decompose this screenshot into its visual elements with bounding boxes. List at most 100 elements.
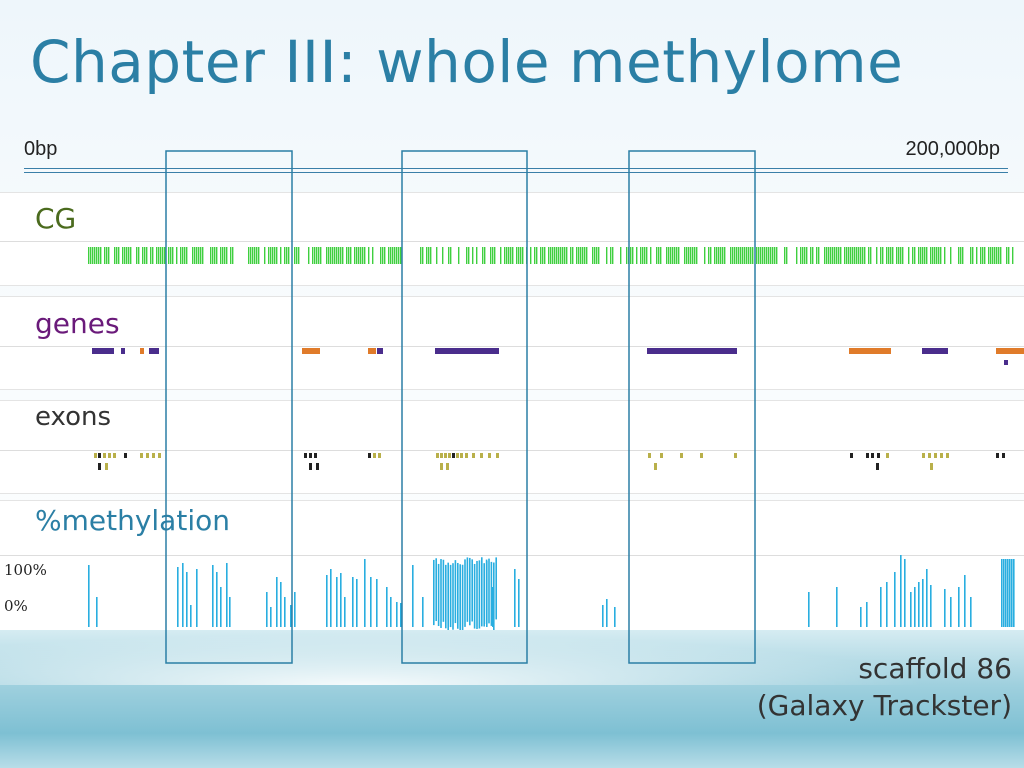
methylation-bar	[330, 569, 332, 627]
cg-mark	[106, 247, 108, 264]
cg-mark	[518, 247, 520, 264]
cg-mark	[582, 247, 584, 264]
cg-mark	[868, 247, 870, 264]
gene-block	[377, 348, 383, 354]
cg-mark	[504, 247, 506, 264]
cg-mark	[620, 247, 622, 264]
cg-mark	[636, 247, 638, 264]
cg-mark	[980, 247, 982, 264]
methylation-bar	[290, 605, 292, 627]
cg-mark	[838, 247, 840, 264]
methylation-bar	[457, 562, 459, 629]
exon-mark	[871, 453, 874, 458]
methylation-bar	[1011, 559, 1013, 627]
cg-mark	[88, 247, 90, 264]
exon-mark	[940, 453, 943, 458]
cg-mark	[556, 247, 558, 264]
cg-mark	[394, 247, 396, 264]
exon-mark	[94, 453, 97, 458]
cg-mark	[296, 247, 298, 264]
methylation-bar	[435, 558, 437, 622]
methylation-bar	[266, 592, 268, 627]
cg-mark	[164, 247, 166, 264]
cg-mark	[960, 247, 962, 264]
cg-mark	[288, 247, 290, 264]
cg-mark	[646, 247, 648, 264]
cg-mark	[564, 247, 566, 264]
cg-mark	[714, 247, 716, 264]
cg-mark	[722, 247, 724, 264]
cg-mark	[734, 247, 736, 264]
methylation-bar	[422, 597, 424, 627]
cg-mark	[356, 247, 358, 264]
cg-mark	[696, 247, 698, 264]
exon-mark	[886, 453, 889, 458]
cg-mark	[390, 247, 392, 264]
cg-mark	[176, 247, 178, 264]
cg-mark	[812, 247, 814, 264]
cg-mark	[212, 247, 214, 264]
methylation-bar	[440, 559, 442, 628]
cg-mark	[508, 247, 510, 264]
methylation-axis-bottom: 0%	[4, 597, 28, 615]
methylation-bar	[481, 557, 483, 627]
cg-mark	[150, 247, 152, 264]
methylation-bar	[442, 559, 445, 622]
cg-mark	[248, 247, 250, 264]
cg-mark	[382, 247, 384, 264]
cg-mark	[864, 247, 866, 264]
cg-mark	[896, 247, 898, 264]
cg-mark	[650, 247, 652, 264]
exon-mark	[496, 453, 499, 458]
exon-mark	[448, 453, 451, 458]
cg-mark	[558, 247, 560, 264]
cg-mark	[640, 247, 642, 264]
cg-mark	[660, 247, 662, 264]
cg-track-label: CG	[35, 202, 77, 235]
cg-mark	[338, 247, 340, 264]
cg-mark	[286, 247, 288, 264]
cg-mark	[766, 247, 768, 264]
cg-mark	[362, 247, 364, 264]
genes-track-label: genes	[35, 307, 120, 340]
cg-mark	[632, 247, 634, 264]
exon-mark	[934, 453, 937, 458]
cg-mark	[944, 247, 946, 264]
cg-mark	[442, 247, 444, 264]
methylation-bar	[495, 557, 497, 620]
cg-mark	[1000, 247, 1002, 264]
cg-mark	[152, 247, 154, 264]
cg-mark	[196, 247, 198, 264]
methylation-bar	[880, 587, 882, 627]
cg-mark	[162, 247, 164, 264]
cg-mark	[710, 247, 712, 264]
cg-mark	[890, 247, 892, 264]
methylation-bar	[433, 559, 435, 626]
cg-mark	[156, 247, 158, 264]
methylation-bar	[437, 563, 440, 627]
cg-mark	[428, 247, 430, 264]
cg-mark	[554, 247, 556, 264]
cg-mark	[930, 247, 932, 264]
cg-mark	[250, 247, 252, 264]
cg-mark	[994, 247, 996, 264]
cg-mark	[522, 247, 524, 264]
cg-mark	[202, 247, 204, 264]
cg-mark	[222, 247, 224, 264]
cg-mark	[226, 247, 228, 264]
methylation-bar	[270, 607, 272, 627]
cg-mark	[658, 247, 660, 264]
cg-mark	[280, 247, 282, 264]
exon-mark	[105, 463, 108, 470]
methylation-bar	[490, 561, 493, 626]
cg-mark	[900, 247, 902, 264]
methylation-bar	[370, 577, 372, 627]
exon-mark	[472, 453, 475, 458]
cg-mark	[184, 247, 186, 264]
cg-mark	[998, 247, 1000, 264]
cg-mark	[336, 247, 338, 264]
cg-mark	[312, 247, 314, 264]
cg-mark	[364, 247, 366, 264]
methylation-bar	[340, 573, 342, 627]
